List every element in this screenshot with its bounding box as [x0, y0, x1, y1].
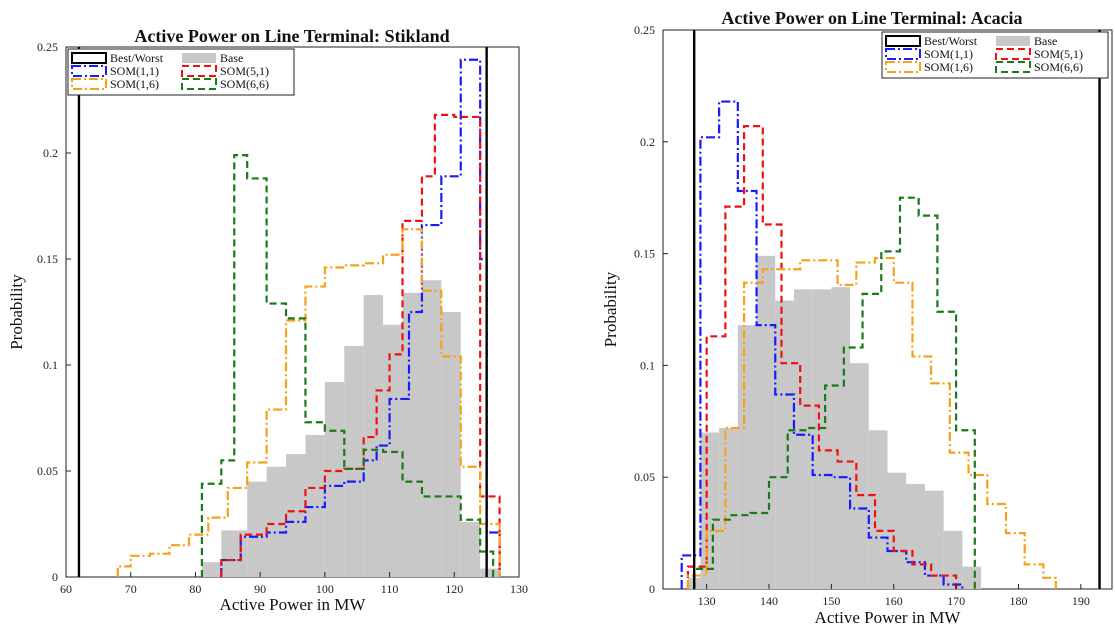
base-histogram-bar	[812, 289, 832, 589]
legend-entry-label: Base	[1034, 34, 1057, 48]
chart-acacia: 130 140 150 160 170 180 190 0 0.05 0.1 0.15 0.2 0.25…	[601, 8, 1113, 627]
y-axis-label: Probability	[7, 274, 26, 350]
legend-swatch-som16	[885, 61, 921, 73]
y-tick-label: 0.2	[640, 135, 655, 149]
base-histogram-bar	[480, 568, 500, 577]
x-tick-label: 120	[445, 582, 463, 596]
base-histogram-bar	[719, 428, 738, 589]
base-histogram-bar	[831, 287, 851, 589]
legend-entry-label: SOM(1,6)	[110, 77, 159, 91]
base-histogram-bar	[756, 255, 776, 589]
x-tick-label: 180	[1009, 594, 1027, 608]
base-histogram-bar	[402, 292, 422, 577]
legend-swatch-som11	[71, 65, 107, 77]
legend-swatch-som51	[181, 65, 217, 77]
legend-entry-label: SOM(6,6)	[220, 77, 269, 91]
legend-swatch-som16	[71, 78, 107, 90]
base-histogram-bar	[286, 454, 306, 577]
legend-swatch-som66	[181, 78, 217, 90]
legend-entry-label: SOM(1,1)	[110, 64, 159, 78]
base-histogram-bar	[247, 481, 267, 577]
legend: Best/Worst Base SOM(1,1) SOM(5,1) SOM(1,6) SO…	[881, 31, 1109, 79]
series-som51-line	[220, 113, 501, 577]
x-tick-label: 70	[125, 582, 137, 596]
legend-entry-label: SOM(1,1)	[924, 47, 973, 61]
y-tick-label: 0.05	[634, 470, 655, 484]
base-histogram-bar	[324, 381, 345, 577]
legend-swatch-base	[182, 53, 216, 63]
x-tick-label: 170	[947, 594, 965, 608]
series-som66-line	[200, 154, 495, 577]
x-tick-label: 90	[254, 582, 266, 596]
x-tick-label: 100	[316, 582, 334, 596]
y-tick-label: 0.25	[37, 40, 58, 54]
base-histogram-bar	[943, 530, 963, 589]
legend-entry-label: SOM(5,1)	[220, 64, 269, 78]
y-tick-label: 0.15	[634, 247, 655, 261]
x-axis-label: Active Power in MW	[220, 595, 367, 614]
x-axis-label: Active Power in MW	[815, 608, 962, 627]
base-histogram-bar	[305, 434, 325, 577]
x-tick-label: 190	[1072, 594, 1090, 608]
legend-entry-label: SOM(1,6)	[924, 60, 973, 74]
x-tick-label: 160	[885, 594, 903, 608]
legend-swatch-base	[996, 36, 1030, 46]
series-som16-line	[116, 228, 501, 577]
base-histogram-bar	[775, 300, 794, 589]
x-tick-label: 110	[381, 582, 399, 596]
chart-title: Active Power on Line Terminal: Stikland	[134, 26, 449, 46]
base-histogram-bar	[924, 490, 944, 589]
series-som16-line	[686, 256, 1057, 589]
x-tick-label: 60	[60, 582, 72, 596]
base-histogram-bar	[868, 430, 888, 589]
base-histogram-bar	[344, 345, 364, 577]
legend-swatch-best-worst	[885, 35, 921, 47]
base-histogram-bar	[460, 521, 481, 577]
y-tick-label: 0.05	[37, 464, 58, 478]
x-tick-label: 140	[760, 594, 778, 608]
series-som51-line	[686, 125, 958, 589]
legend-entry-label: SOM(6,6)	[1034, 60, 1083, 74]
y-axis-label: Probability	[601, 271, 620, 347]
base-histogram-bar	[201, 562, 222, 577]
legend-entry-label: Best/Worst	[924, 34, 978, 48]
legend: Best/Worst Base SOM(1,1) SOM(5,1) SOM(1,6) SO…	[67, 48, 295, 96]
base-histogram-bar	[906, 483, 925, 589]
base-histogram-bar	[421, 280, 442, 577]
y-tick-label: 0.2	[43, 146, 58, 160]
legend-entry-label: SOM(5,1)	[1034, 47, 1083, 61]
base-histogram-bar	[441, 312, 461, 577]
base-histogram-bar	[737, 325, 757, 589]
legend-swatch-som11	[885, 48, 921, 60]
y-tick-label: 0.15	[37, 252, 58, 266]
legend-swatch-best-worst	[71, 52, 107, 64]
series-som11-line	[220, 58, 501, 577]
y-tick-label: 0.1	[43, 358, 58, 372]
y-tick-label: 0	[52, 570, 58, 584]
base-histogram-bar	[793, 289, 813, 589]
chart-title: Active Power on Line Terminal: Acacia	[721, 8, 1022, 28]
chart-stikland: 60 70 80 90 100 110 120 130 0 0.05 0.1 0.15 0.2 0.25 A…	[7, 26, 528, 614]
base-histogram-bar	[850, 363, 869, 589]
base-histogram-bar	[700, 432, 720, 589]
series-som11-line	[680, 100, 964, 589]
x-tick-label: 130	[698, 594, 716, 608]
legend-swatch-som66	[995, 61, 1031, 73]
base-histogram-bar	[221, 530, 248, 577]
x-tick-label: 150	[822, 594, 840, 608]
x-tick-label: 130	[510, 582, 528, 596]
series-som66-line	[693, 196, 976, 589]
x-tick-label: 80	[189, 582, 201, 596]
y-tick-label: 0.25	[634, 23, 655, 37]
legend-entry-label: Base	[220, 51, 243, 65]
y-tick-label: 0.1	[640, 358, 655, 372]
legend-entry-label: Best/Worst	[110, 51, 164, 65]
legend-swatch-som51	[995, 48, 1031, 60]
base-histogram-bar	[962, 566, 982, 589]
base-histogram-bar	[887, 472, 907, 589]
y-tick-label: 0	[649, 582, 655, 596]
base-histogram-bar	[266, 466, 287, 577]
